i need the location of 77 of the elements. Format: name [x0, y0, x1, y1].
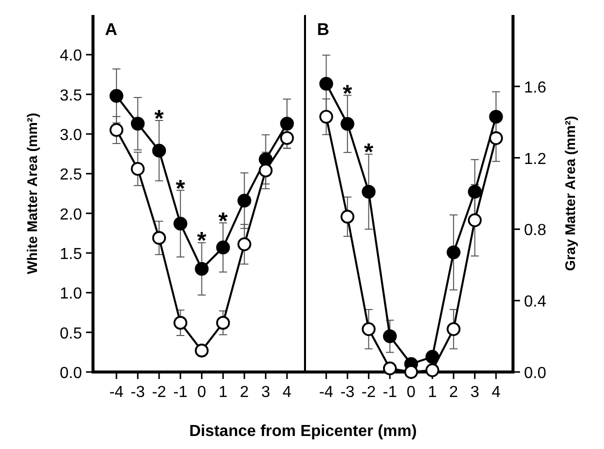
point	[194, 262, 209, 276]
annotation: *	[197, 228, 208, 255]
y-axis-title: White Matter Area (mm²)	[24, 112, 40, 274]
y-tick-label: 2.0	[60, 206, 82, 224]
y-tick-label: 1.6	[524, 79, 546, 96]
point	[174, 316, 188, 330]
chart-title: A	[105, 20, 118, 39]
y-tick-label: 4.0	[60, 48, 82, 65]
annotation: *	[218, 208, 228, 235]
annotation: *	[342, 80, 353, 108]
point	[280, 131, 294, 145]
y-tick-label: 0.4	[524, 294, 546, 311]
x-axis-title: Distance from Epicenter (mm)	[189, 423, 417, 440]
point	[383, 362, 397, 376]
x-tick-label: 3	[261, 384, 270, 401]
point	[237, 237, 252, 252]
y-tick-label: 3.0	[60, 127, 82, 144]
point	[468, 213, 482, 228]
x-tick-label: -3	[340, 384, 355, 401]
y-tick-label: 1.0	[60, 286, 82, 303]
annotation: *	[154, 106, 164, 133]
y-tick-label: 0.5	[60, 325, 82, 342]
x-tick-label: -2	[152, 384, 166, 401]
point	[489, 110, 503, 124]
point	[446, 322, 460, 336]
point	[404, 365, 418, 379]
x-tick-label: -3	[130, 384, 145, 401]
y-tick-label: 1.5	[60, 246, 82, 263]
point	[174, 216, 188, 231]
point	[130, 116, 145, 131]
x-tick-label: 0	[406, 384, 416, 401]
point	[130, 162, 145, 176]
y-tick-label: 0.8	[524, 222, 546, 240]
x-tick-label: -2	[362, 384, 376, 401]
x-tick-label: 4	[492, 384, 501, 401]
point	[258, 164, 273, 178]
x-tick-label: 2	[449, 384, 458, 401]
x-tick-label: 0	[197, 384, 206, 401]
point	[468, 184, 482, 199]
x-tick-label: 2	[240, 384, 249, 401]
point	[425, 350, 440, 364]
y-tick-label: 3.5	[60, 87, 82, 104]
point	[216, 316, 230, 330]
point	[280, 116, 294, 131]
point	[383, 329, 397, 344]
point	[319, 76, 334, 91]
point	[110, 123, 124, 137]
point	[362, 184, 376, 199]
x-tick-label: 3	[470, 384, 480, 401]
point	[194, 344, 209, 358]
point	[152, 231, 166, 245]
x-tick-label: 1	[218, 384, 228, 401]
x-tick-label: -1	[173, 384, 188, 401]
point	[425, 363, 440, 378]
x-tick-label: 1	[428, 384, 437, 401]
chart-title: B	[317, 20, 330, 39]
x-tick-label: -1	[382, 384, 398, 401]
point	[216, 240, 230, 254]
point	[237, 194, 252, 208]
point	[152, 144, 166, 158]
point	[362, 322, 376, 336]
point	[110, 89, 124, 103]
y-tick-label: 1.2	[524, 150, 546, 168]
point	[340, 116, 354, 131]
annotation: *	[364, 139, 374, 166]
x-tick-label: -4	[319, 384, 334, 401]
y-axis-title: Gray Matter Area (mm²)	[562, 116, 578, 272]
y-tick-label: 0.0	[60, 365, 82, 382]
point	[340, 210, 354, 224]
annotation: *	[176, 175, 186, 202]
x-tick-label: 4	[282, 384, 292, 401]
point	[489, 131, 503, 146]
y-tick-label: 2.5	[60, 166, 82, 184]
x-tick-label: -4	[109, 384, 124, 401]
y-tick-label: 0.0	[524, 365, 546, 382]
point	[319, 110, 334, 124]
point	[446, 246, 460, 260]
